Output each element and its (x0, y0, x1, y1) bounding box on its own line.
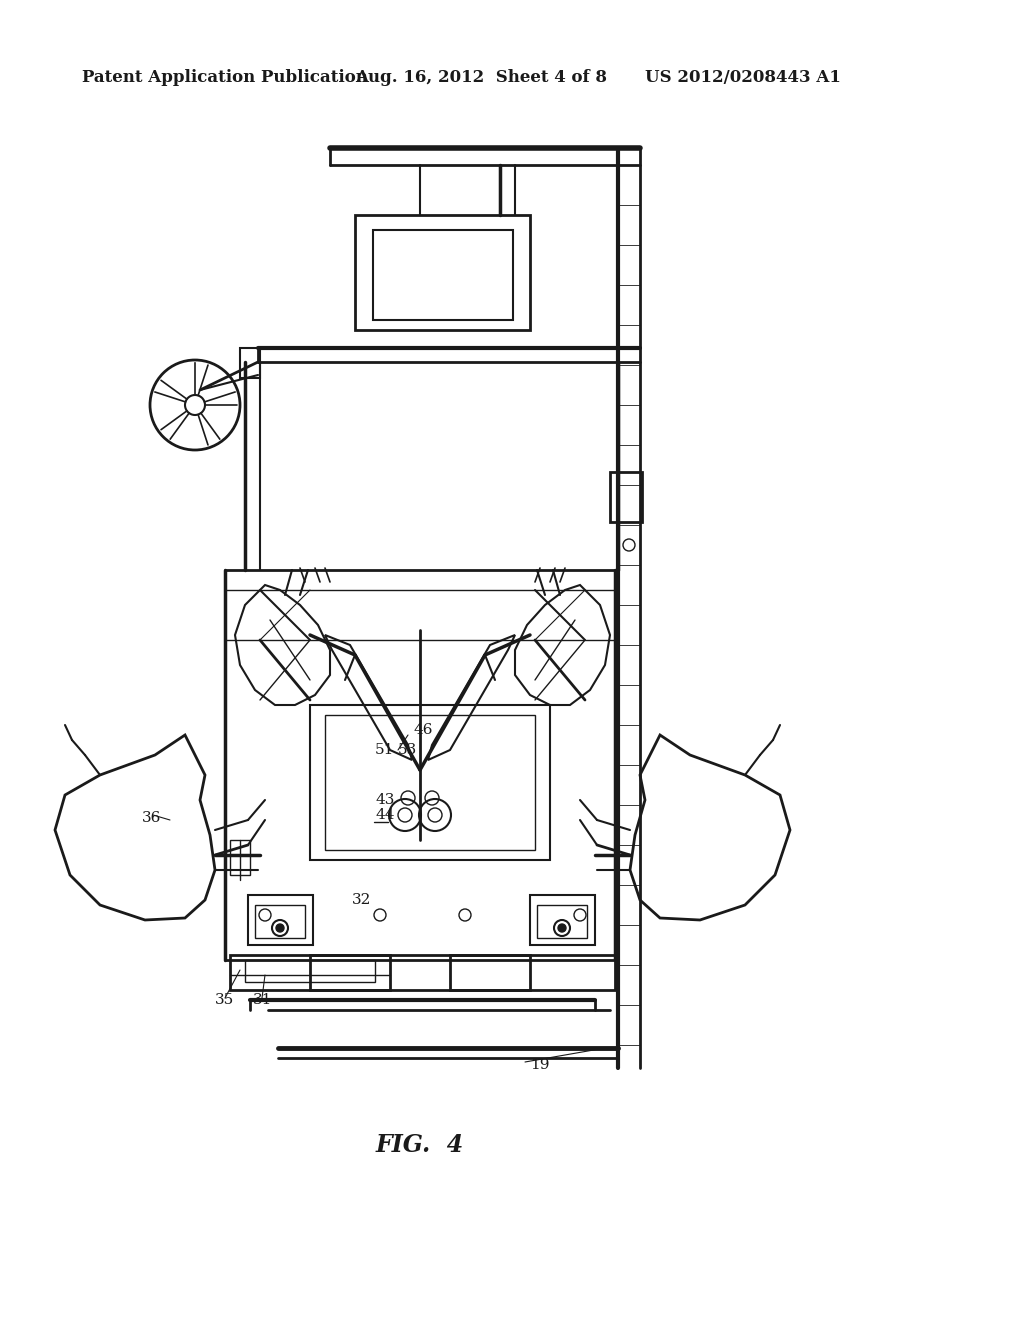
Bar (355, 215, 530, 330)
Bar (450, 954, 615, 990)
Text: FIG.  4: FIG. 4 (376, 1133, 464, 1158)
Text: 43: 43 (375, 793, 394, 807)
Bar (530, 895, 595, 945)
Text: 44: 44 (375, 808, 394, 822)
Bar (373, 230, 513, 319)
Bar (310, 954, 530, 990)
Bar (230, 840, 250, 875)
Bar (248, 895, 313, 945)
Bar (310, 705, 550, 861)
Text: 46: 46 (413, 723, 432, 737)
Bar (610, 473, 642, 521)
Text: US 2012/0208443 A1: US 2012/0208443 A1 (645, 70, 841, 87)
Bar (325, 715, 535, 850)
Text: 32: 32 (352, 894, 372, 907)
Text: 53: 53 (398, 743, 417, 756)
Bar (230, 954, 390, 990)
Bar (245, 960, 375, 982)
Circle shape (276, 924, 284, 932)
Circle shape (558, 924, 566, 932)
Text: 35: 35 (215, 993, 234, 1007)
Text: 36: 36 (142, 810, 162, 825)
Bar (537, 906, 587, 939)
Text: Aug. 16, 2012  Sheet 4 of 8: Aug. 16, 2012 Sheet 4 of 8 (355, 70, 607, 87)
Text: 31: 31 (253, 993, 272, 1007)
Bar (240, 348, 260, 378)
Text: 51: 51 (375, 743, 394, 756)
Text: 19: 19 (530, 1059, 550, 1072)
Bar (255, 906, 305, 939)
Text: Patent Application Publication: Patent Application Publication (82, 70, 368, 87)
